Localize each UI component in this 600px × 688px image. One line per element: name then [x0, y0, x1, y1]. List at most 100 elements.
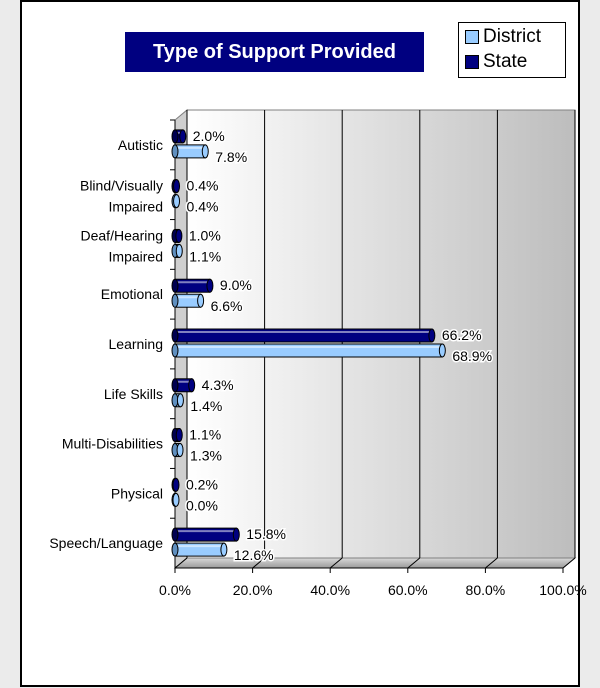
category-label: Physical [111, 485, 163, 501]
data-label-district: 1.1% [189, 248, 221, 264]
bar-state-start-cap [171, 328, 179, 343]
data-label-district: 12.6% [234, 547, 274, 563]
bar-district-end-cap [176, 393, 184, 408]
bar-district-end-cap [220, 542, 228, 557]
legend-swatch-state [465, 55, 479, 69]
bar-district-start-cap [171, 144, 179, 159]
bar-district-end-cap [173, 194, 181, 209]
category-label-line: Impaired [109, 248, 163, 264]
data-label-state: 2.0% [193, 128, 225, 144]
bar-state [171, 477, 180, 492]
category-label-line: Deaf/Hearing [81, 227, 164, 243]
bar-district-start-cap [171, 542, 179, 557]
bar-district-end-cap [438, 343, 446, 358]
x-tick-label: 100.0% [539, 582, 586, 598]
gridline-floor [252, 557, 265, 569]
bar-state [171, 378, 196, 393]
bar-state-body [174, 328, 433, 343]
category-label: Deaf/Hearing Impaired [81, 227, 164, 264]
bar-district-end-cap [176, 443, 184, 458]
bar-district-end-cap [201, 144, 209, 159]
category-label: Multi-Disabilities [62, 436, 163, 452]
bar-state-body [174, 278, 211, 293]
bar-district-end-cap [172, 492, 180, 507]
bar-state-start-cap [171, 378, 179, 393]
category-label: Emotional [101, 286, 163, 302]
bar-district-body [174, 293, 202, 308]
bar-state [171, 228, 183, 243]
gridline-floor [485, 557, 498, 569]
gridline-floor [174, 557, 188, 569]
data-label-state: 4.3% [202, 377, 234, 393]
data-label-district: 1.3% [190, 448, 222, 464]
gridline-floor [407, 557, 421, 569]
bar-district [171, 443, 184, 458]
data-label-state: 0.2% [186, 476, 218, 492]
bar-district [171, 343, 446, 358]
category-label-line: Impaired [109, 199, 163, 215]
data-label-district: 6.6% [211, 298, 243, 314]
data-label-district: 0.0% [186, 497, 218, 513]
data-label-district: 1.4% [190, 398, 222, 414]
legend-label-district: District [483, 26, 542, 47]
gridline-floor [329, 557, 343, 569]
data-label-district: 68.9% [452, 348, 492, 364]
bar-state-end-cap [179, 129, 187, 144]
data-label-state: 9.0% [220, 277, 252, 293]
bar-state-body [174, 527, 237, 542]
bar-state-end-cap [173, 179, 181, 194]
x-tick-label: 0.0% [159, 582, 191, 598]
bar-district-body [174, 144, 206, 159]
bar-state [171, 428, 183, 443]
bar-state-end-cap [175, 228, 183, 243]
bar-state [171, 527, 240, 542]
bar-district [171, 144, 209, 159]
category-label: Learning [109, 336, 164, 352]
category-label: Blind/Visually Impaired [80, 178, 163, 215]
bar-district-start-cap [171, 293, 179, 308]
bar-state [171, 129, 187, 144]
bar-state-start-cap [171, 129, 179, 144]
data-label-district: 0.4% [187, 199, 219, 215]
bar-state [171, 328, 436, 343]
bar-district [171, 194, 181, 209]
category-label: Autistic [118, 137, 163, 153]
bar-district [171, 542, 228, 557]
bar-district-body [174, 343, 443, 358]
bar-state-start-cap [171, 278, 179, 293]
data-label-district: 7.8% [215, 149, 247, 165]
bar-state-end-cap [206, 278, 214, 293]
x-tick-label: 80.0% [466, 582, 506, 598]
bar-state-end-cap [232, 527, 240, 542]
bar-district [171, 293, 205, 308]
legend-label-state: State [483, 51, 528, 72]
data-label-state: 66.2% [442, 327, 482, 343]
bar-state-start-cap [171, 527, 179, 542]
legend-swatch-district [465, 30, 479, 44]
data-label-state: 0.4% [187, 178, 219, 194]
bar-district-end-cap [197, 293, 205, 308]
data-label-state: 15.8% [246, 526, 286, 542]
bar-district [171, 393, 184, 408]
category-label: Life Skills [104, 386, 163, 402]
bar-district-end-cap [175, 243, 183, 258]
gridline-floor [562, 557, 576, 569]
legend: District State [458, 22, 566, 78]
category-label-line: Blind/Visually [80, 178, 163, 194]
bar-state-end-cap [428, 328, 436, 343]
bar-state [171, 278, 214, 293]
x-tick-label: 40.0% [310, 582, 350, 598]
bar-state-end-cap [175, 428, 183, 443]
data-label-state: 1.0% [189, 227, 221, 243]
category-label: Speech/Language [49, 535, 163, 551]
bar-district [171, 243, 183, 258]
data-label-state: 1.1% [189, 427, 221, 443]
x-tick-label: 60.0% [388, 582, 428, 598]
bar-state [171, 179, 181, 194]
bar-district-start-cap [171, 343, 179, 358]
bar-district-body [174, 542, 225, 557]
bar-state-end-cap [172, 477, 180, 492]
bar-district [171, 492, 180, 507]
x-tick-label: 20.0% [233, 582, 273, 598]
